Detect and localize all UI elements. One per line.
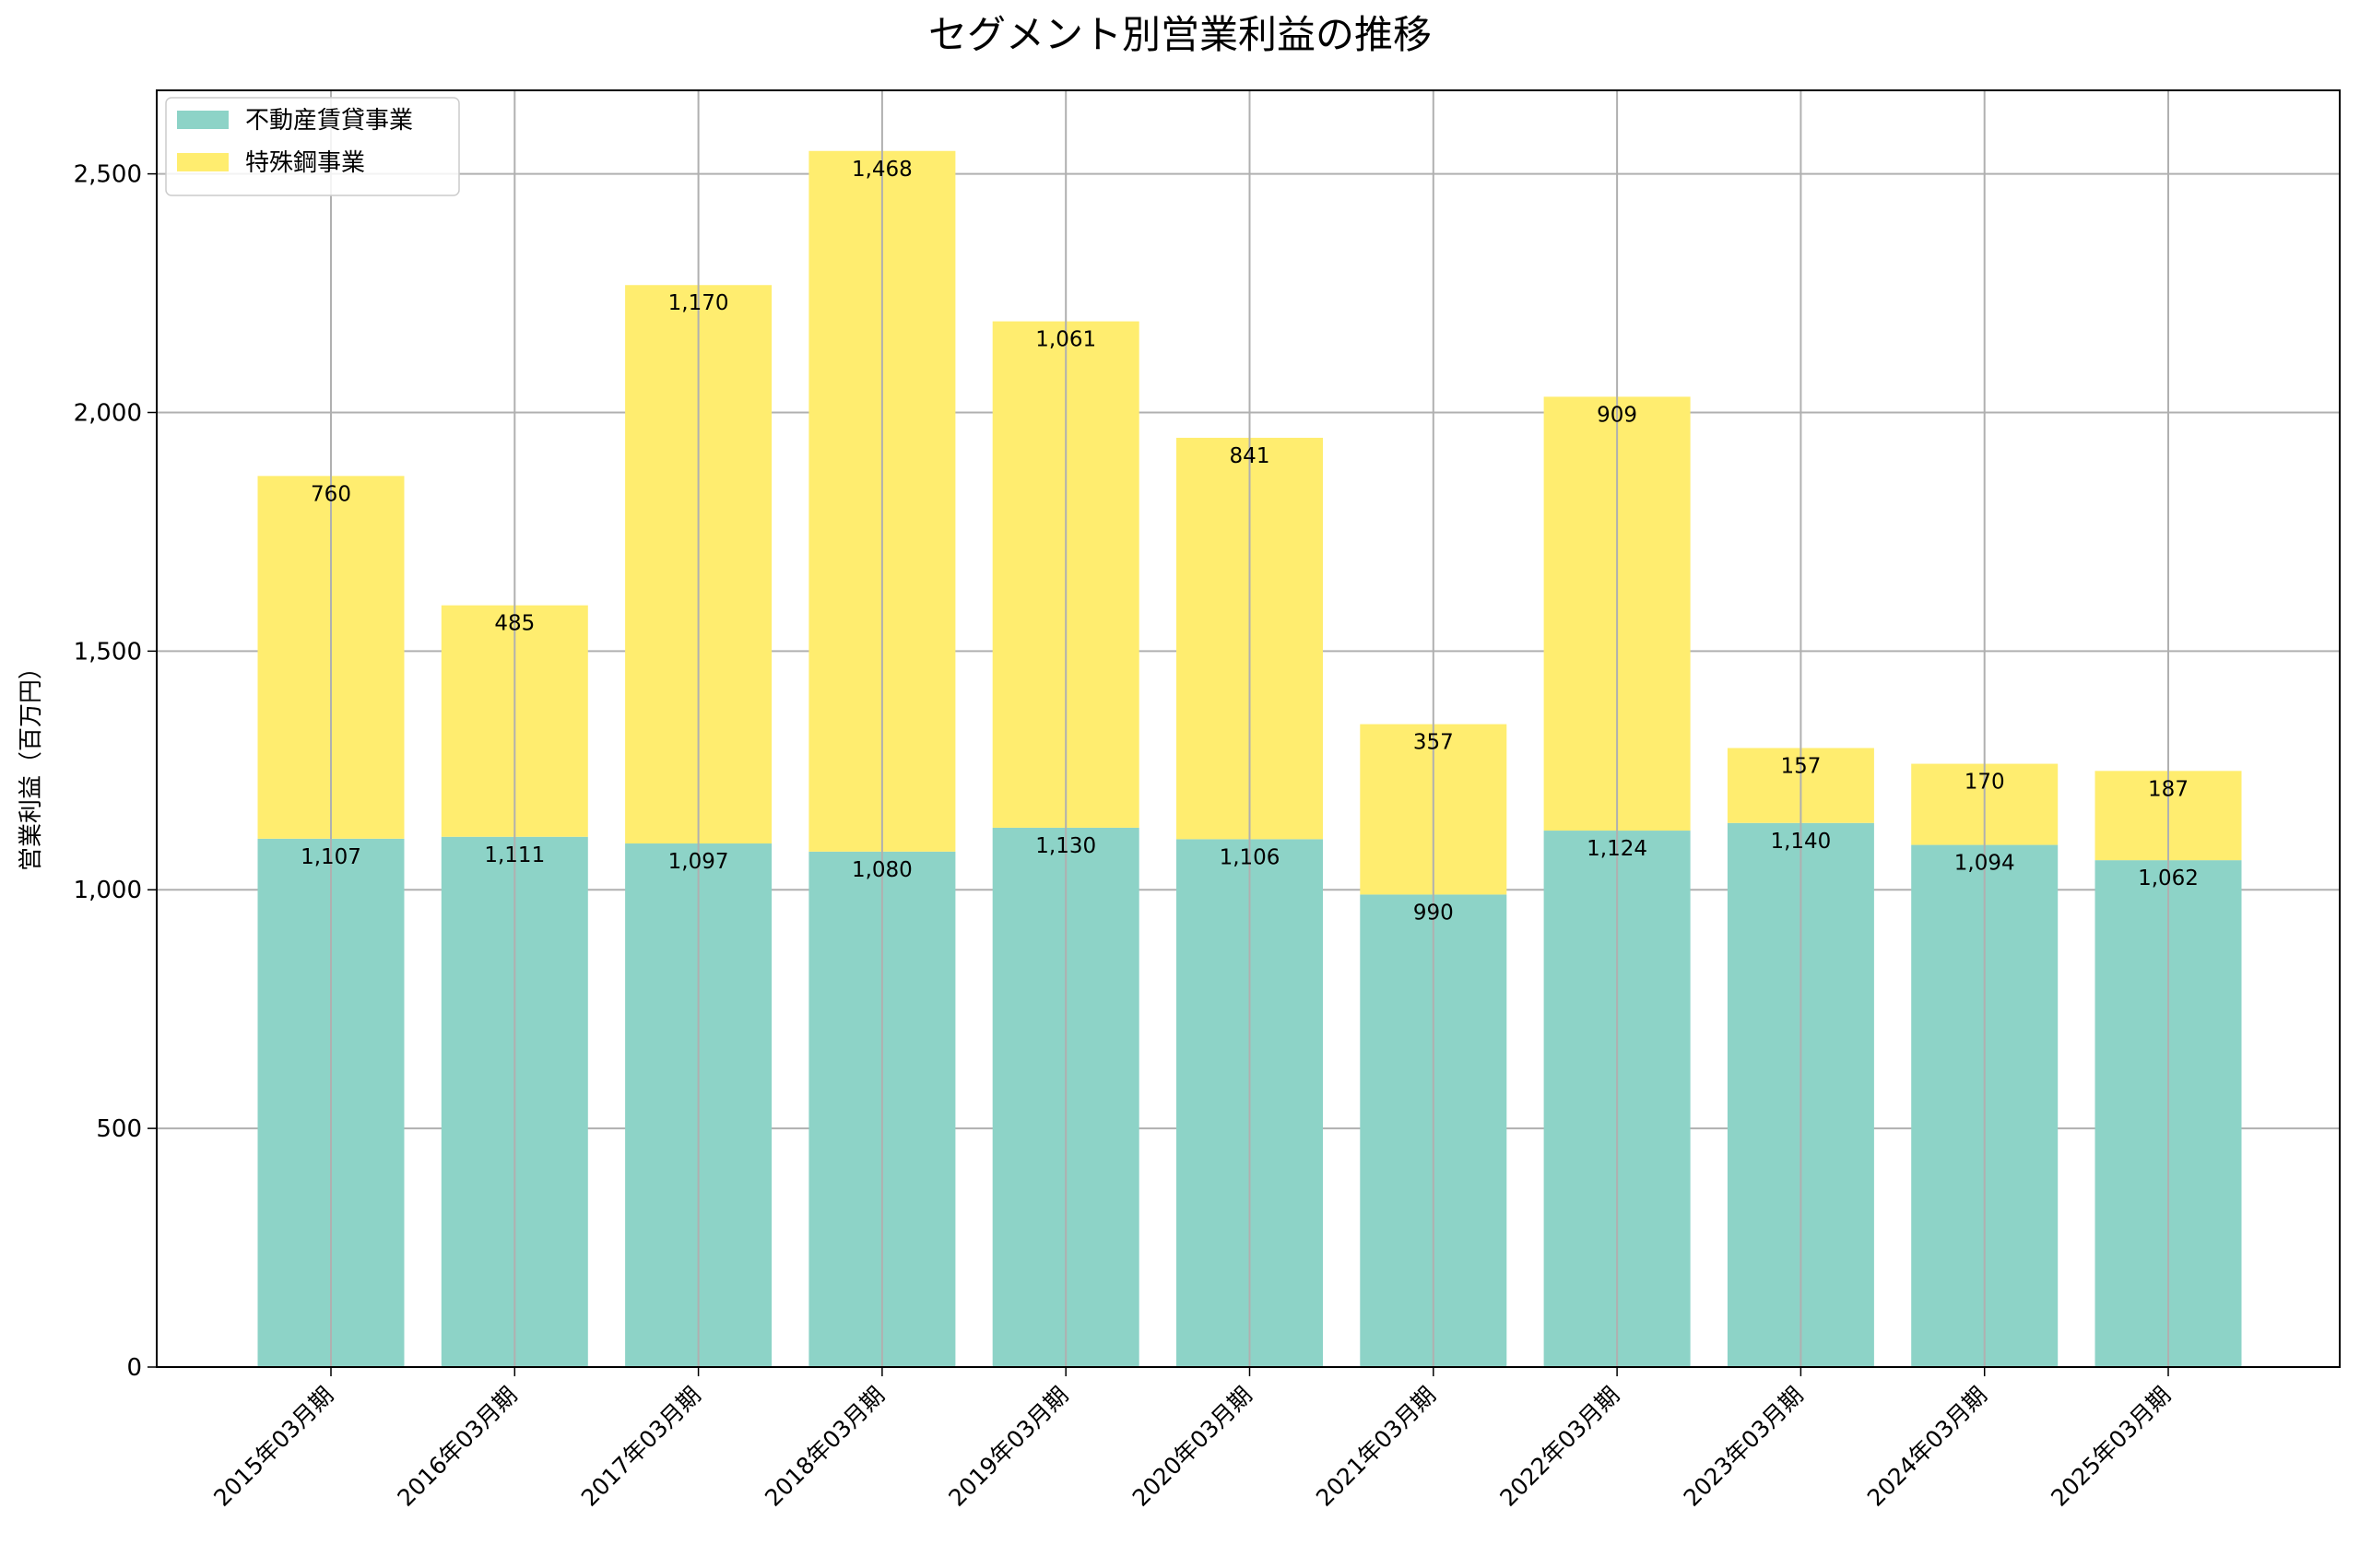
y-tick-label: 1,500 — [74, 638, 142, 666]
data-label: 1,111 — [484, 843, 545, 867]
y-tick-label: 2,000 — [74, 399, 142, 427]
data-labels: 1,107 760 1,111 485 1,097 1,170 1,080 1,468 1,13… — [301, 158, 2199, 925]
data-label: 1,062 — [2138, 867, 2199, 890]
x-tick-label: 2017年03月期 — [576, 1382, 706, 1512]
data-label: 1,080 — [852, 858, 913, 882]
y-tick-label: 2,500 — [74, 161, 142, 189]
y-tick-label: 500 — [96, 1115, 142, 1143]
plot-frame — [156, 89, 2341, 1368]
x-tick-label: 2015年03月期 — [208, 1382, 338, 1512]
chart-title: セグメント別営業利益の推移 — [928, 12, 1432, 57]
x-tick-label: 2023年03月期 — [1679, 1382, 1809, 1512]
x-tick-label: 2018年03月期 — [760, 1382, 890, 1512]
data-label: 1,061 — [1035, 328, 1096, 352]
data-label: 170 — [1965, 771, 2005, 795]
x-tick-label: 2024年03月期 — [1862, 1382, 1992, 1512]
data-label: 760 — [311, 482, 351, 506]
legend-entry: 特殊鋼事業 — [245, 149, 365, 177]
data-label: 157 — [1780, 754, 1821, 778]
x-tick-label: 2025年03月期 — [2046, 1382, 2176, 1512]
legend-swatch-real-estate — [177, 111, 229, 129]
data-label: 1,124 — [1587, 837, 1647, 861]
y-axis-label: 営業利益（百万円） — [18, 655, 45, 871]
legend-box — [165, 97, 460, 196]
data-label: 1,140 — [1770, 830, 1831, 854]
y-tick-label: 0 — [126, 1354, 142, 1382]
data-label: 909 — [1597, 403, 1637, 427]
data-label: 990 — [1413, 901, 1454, 925]
x-tick-label: 2021年03月期 — [1311, 1382, 1441, 1512]
data-label: 187 — [2148, 777, 2189, 801]
data-label: 841 — [1230, 444, 1270, 468]
data-label: 357 — [1413, 731, 1454, 755]
legend-entry: 不動産賃貸事業 — [245, 107, 413, 135]
data-label: 1,130 — [1035, 834, 1096, 858]
data-label: 1,170 — [668, 291, 729, 315]
vertical-grid — [330, 90, 2169, 1367]
x-tick-label: 2020年03月期 — [1127, 1382, 1257, 1512]
x-tick-label: 2016年03月期 — [393, 1382, 523, 1512]
data-label: 1,106 — [1220, 845, 1280, 869]
data-label: 1,468 — [852, 158, 913, 182]
legend-swatch-special-steel — [177, 153, 229, 171]
data-label: 485 — [494, 612, 535, 636]
data-label: 1,107 — [301, 845, 361, 869]
data-label: 1,097 — [668, 850, 729, 874]
data-label: 1,094 — [1954, 852, 2015, 876]
x-tick-label: 2019年03月期 — [943, 1382, 1073, 1512]
x-tick-label: 2022年03月期 — [1494, 1382, 1624, 1512]
y-tick-label: 1,000 — [74, 877, 142, 904]
